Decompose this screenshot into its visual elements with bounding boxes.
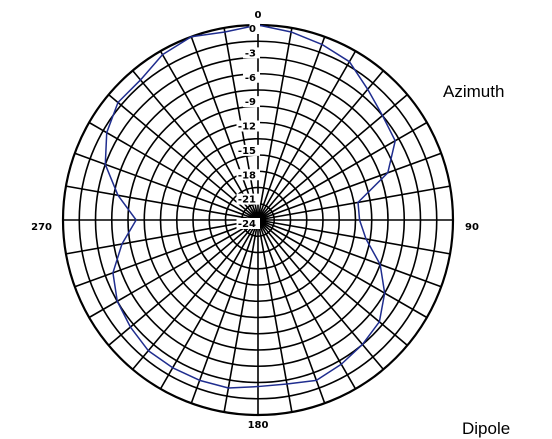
grid-spoke bbox=[257, 219, 326, 404]
radial-tick-label: -3 bbox=[245, 48, 256, 59]
series-point bbox=[321, 43, 323, 45]
azimuth-label: Azimuth bbox=[443, 82, 505, 101]
grid-spoke bbox=[74, 219, 259, 288]
grid-spoke bbox=[257, 219, 357, 390]
grid-spoke bbox=[257, 70, 384, 221]
series-point bbox=[224, 31, 226, 33]
series-point bbox=[129, 326, 132, 328]
grid-spoke bbox=[159, 50, 259, 221]
tick-label-bg bbox=[249, 23, 260, 34]
radial-tick-label: -15 bbox=[238, 146, 256, 157]
tick-label-bg bbox=[236, 193, 260, 205]
polar-grid bbox=[61, 23, 455, 417]
series-point bbox=[199, 379, 201, 381]
grid-spoke bbox=[190, 219, 259, 404]
grid-spoke bbox=[257, 219, 408, 346]
radial-tick-label: -24 bbox=[238, 219, 256, 230]
tick-label-bg bbox=[236, 169, 260, 181]
series-point bbox=[257, 385, 259, 388]
tick-label-bg bbox=[243, 96, 260, 108]
series-point bbox=[394, 140, 396, 142]
grid-spoke bbox=[257, 219, 293, 413]
series-point bbox=[172, 367, 174, 369]
series-point bbox=[116, 300, 118, 302]
series-point bbox=[104, 163, 106, 166]
radial-tick-label: -9 bbox=[245, 97, 256, 108]
series-point bbox=[357, 201, 359, 203]
radial-tick-label: 0 bbox=[249, 24, 256, 35]
grid-spoke bbox=[108, 94, 259, 221]
grid-spoke bbox=[257, 27, 293, 221]
grid-spoke bbox=[223, 219, 259, 413]
radial-tick-label: -12 bbox=[238, 122, 256, 133]
series-point bbox=[161, 54, 164, 56]
tick-label-bg bbox=[236, 120, 260, 132]
series-point bbox=[348, 61, 351, 63]
tick-label-bg bbox=[236, 218, 260, 229]
radial-tick-label: -18 bbox=[238, 170, 256, 181]
series-point bbox=[379, 263, 381, 266]
series-point bbox=[112, 272, 114, 274]
grid-spoke bbox=[190, 36, 259, 221]
tick-label-bg bbox=[243, 47, 260, 59]
grid-spoke bbox=[88, 121, 259, 221]
pattern-series bbox=[104, 24, 396, 389]
series-point bbox=[106, 132, 108, 134]
radial-tick-label: -21 bbox=[238, 195, 256, 206]
angle-label-0: 0 bbox=[255, 10, 262, 21]
series-point bbox=[190, 36, 192, 38]
tick-label-bg bbox=[243, 71, 260, 83]
grid-spoke bbox=[257, 36, 326, 221]
series-point bbox=[135, 219, 137, 221]
series-point bbox=[117, 101, 119, 104]
radial-tick-label: -6 bbox=[245, 73, 256, 84]
angle-label-180: 180 bbox=[248, 420, 269, 431]
series-point bbox=[381, 114, 384, 117]
grid-spoke bbox=[65, 219, 259, 255]
grid-spoke bbox=[257, 121, 428, 221]
grid-spoke bbox=[132, 219, 259, 370]
series-point bbox=[358, 219, 361, 221]
grid-spoke bbox=[257, 152, 442, 221]
angle-label-270: 270 bbox=[31, 222, 52, 233]
series-point bbox=[290, 31, 292, 33]
grid-spoke bbox=[257, 219, 451, 255]
series-point bbox=[387, 172, 389, 174]
tick-label-bg bbox=[236, 144, 260, 156]
grid-spoke bbox=[159, 219, 259, 390]
series-point bbox=[117, 194, 119, 196]
series-point bbox=[147, 350, 149, 352]
grid-spoke bbox=[257, 50, 357, 221]
series-point bbox=[340, 363, 342, 365]
series-point bbox=[121, 243, 123, 245]
series-point bbox=[365, 238, 367, 240]
series-point bbox=[227, 387, 229, 389]
series-point bbox=[315, 379, 317, 381]
series-point bbox=[361, 343, 364, 346]
grid-spoke bbox=[257, 219, 442, 288]
series-point bbox=[139, 79, 142, 81]
grid-spoke bbox=[257, 219, 428, 319]
series-point bbox=[384, 292, 386, 294]
series-point bbox=[378, 321, 380, 323]
grid-spoke bbox=[257, 185, 451, 221]
series-point bbox=[367, 88, 369, 90]
grid-spoke bbox=[65, 185, 259, 221]
series-point bbox=[286, 383, 288, 385]
radial-tick-labels: 0 -3 -6 -9 -12 -15 -18 -21 -24 bbox=[236, 23, 260, 230]
angle-label-90: 90 bbox=[465, 222, 479, 233]
grid-spoke bbox=[108, 219, 259, 346]
